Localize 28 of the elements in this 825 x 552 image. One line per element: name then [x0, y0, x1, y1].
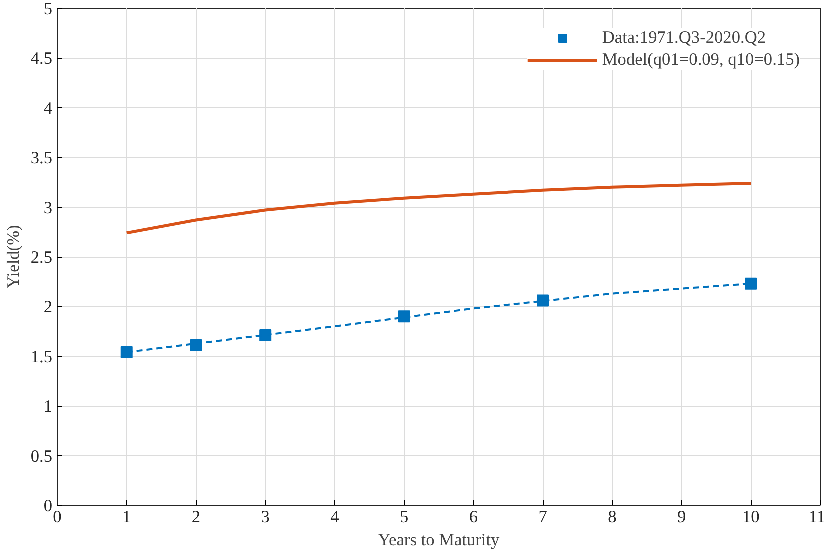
y-tick-label: 5 — [44, 0, 53, 18]
y-tick-label: 1.5 — [30, 347, 53, 366]
point — [745, 278, 758, 290]
x-tick-label: 2 — [192, 508, 201, 526]
y-tick-label: 4.5 — [30, 49, 53, 68]
y-tick-label: 0.5 — [30, 446, 53, 466]
y-tick-label: 3 — [44, 198, 53, 218]
y-tick-label: 1 — [44, 397, 53, 416]
x-axis-title: Years to Maturity — [378, 530, 500, 550]
y-tick-label: 2.5 — [30, 248, 53, 267]
y-tick-label: 3.5 — [30, 148, 53, 168]
legend-label: Model(q01=0.09, q10=0.15) — [602, 50, 800, 70]
y-tick-label: 4 — [44, 98, 53, 118]
x-tick-label: 4 — [330, 508, 340, 526]
x-tick-label: 11 — [808, 508, 825, 526]
x-tick-label: 8 — [608, 508, 617, 526]
x-tick-label: 1 — [122, 508, 132, 526]
point — [120, 346, 133, 358]
x-tick-label: 10 — [742, 508, 760, 526]
legend-label: Data:1971.Q3-2020.Q2 — [602, 28, 766, 48]
x-tick-label: 3 — [261, 508, 270, 526]
x-tick-label: 9 — [677, 508, 686, 526]
y-tick-label: 2 — [44, 298, 53, 317]
y-axis-title: Yield(%) — [4, 225, 23, 289]
x-tick-label: 7 — [538, 508, 548, 526]
x-tick-label: 6 — [469, 508, 478, 526]
x-tick-label: 5 — [400, 508, 409, 526]
line-series — [125, 182, 753, 235]
